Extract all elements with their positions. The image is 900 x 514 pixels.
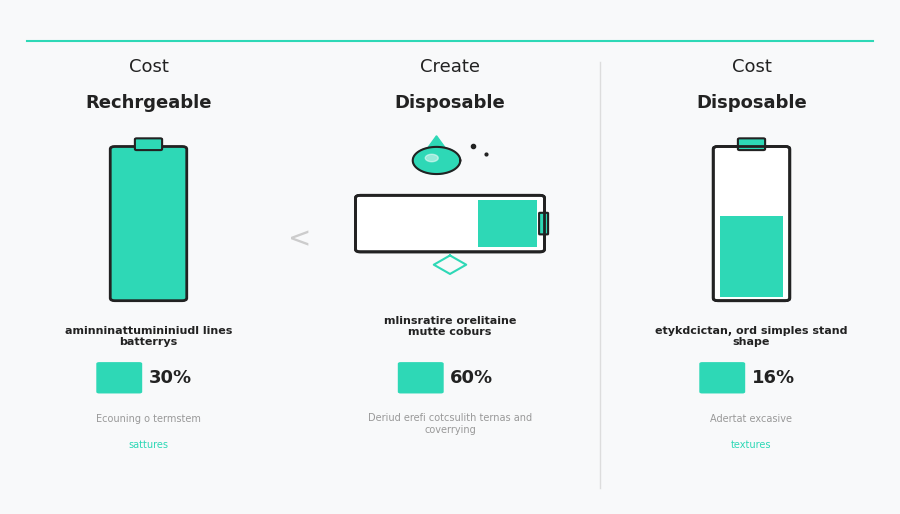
Text: Create: Create — [420, 58, 480, 76]
Text: aminninattumininiudl lines
batterrys: aminninattumininiudl lines batterrys — [65, 326, 232, 347]
Text: <: < — [288, 225, 311, 253]
Text: Disposable: Disposable — [696, 94, 807, 112]
Text: mlinsratire orelitaine
mutte coburs: mlinsratire orelitaine mutte coburs — [383, 316, 517, 337]
Text: Ecouning o termstem: Ecouning o termstem — [96, 414, 201, 424]
FancyBboxPatch shape — [738, 138, 765, 150]
Text: textures: textures — [731, 439, 772, 450]
Polygon shape — [426, 154, 438, 162]
Text: 16%: 16% — [752, 369, 795, 387]
Text: sattures: sattures — [129, 439, 168, 450]
Text: Disposable: Disposable — [394, 94, 506, 112]
Text: 60%: 60% — [450, 369, 493, 387]
FancyBboxPatch shape — [356, 195, 544, 252]
FancyBboxPatch shape — [135, 138, 162, 150]
Polygon shape — [421, 136, 452, 157]
Bar — [721, 216, 782, 297]
Bar — [478, 200, 537, 247]
Text: Deriud erefi cotcsulith ternas and
coverrying: Deriud erefi cotcsulith ternas and cover… — [368, 413, 532, 435]
FancyBboxPatch shape — [699, 362, 745, 394]
FancyBboxPatch shape — [398, 362, 444, 394]
FancyBboxPatch shape — [539, 213, 548, 234]
Text: Rechrgeable: Rechrgeable — [86, 94, 212, 112]
Polygon shape — [413, 147, 460, 174]
FancyBboxPatch shape — [713, 146, 790, 301]
FancyBboxPatch shape — [110, 146, 187, 301]
Text: Cost: Cost — [129, 58, 168, 76]
Text: etykdcictan, ord simples stand
shape: etykdcictan, ord simples stand shape — [655, 326, 848, 347]
Text: Cost: Cost — [732, 58, 771, 76]
Text: 30%: 30% — [148, 369, 192, 387]
FancyBboxPatch shape — [96, 362, 142, 394]
Text: Adertat excasive: Adertat excasive — [710, 414, 793, 424]
